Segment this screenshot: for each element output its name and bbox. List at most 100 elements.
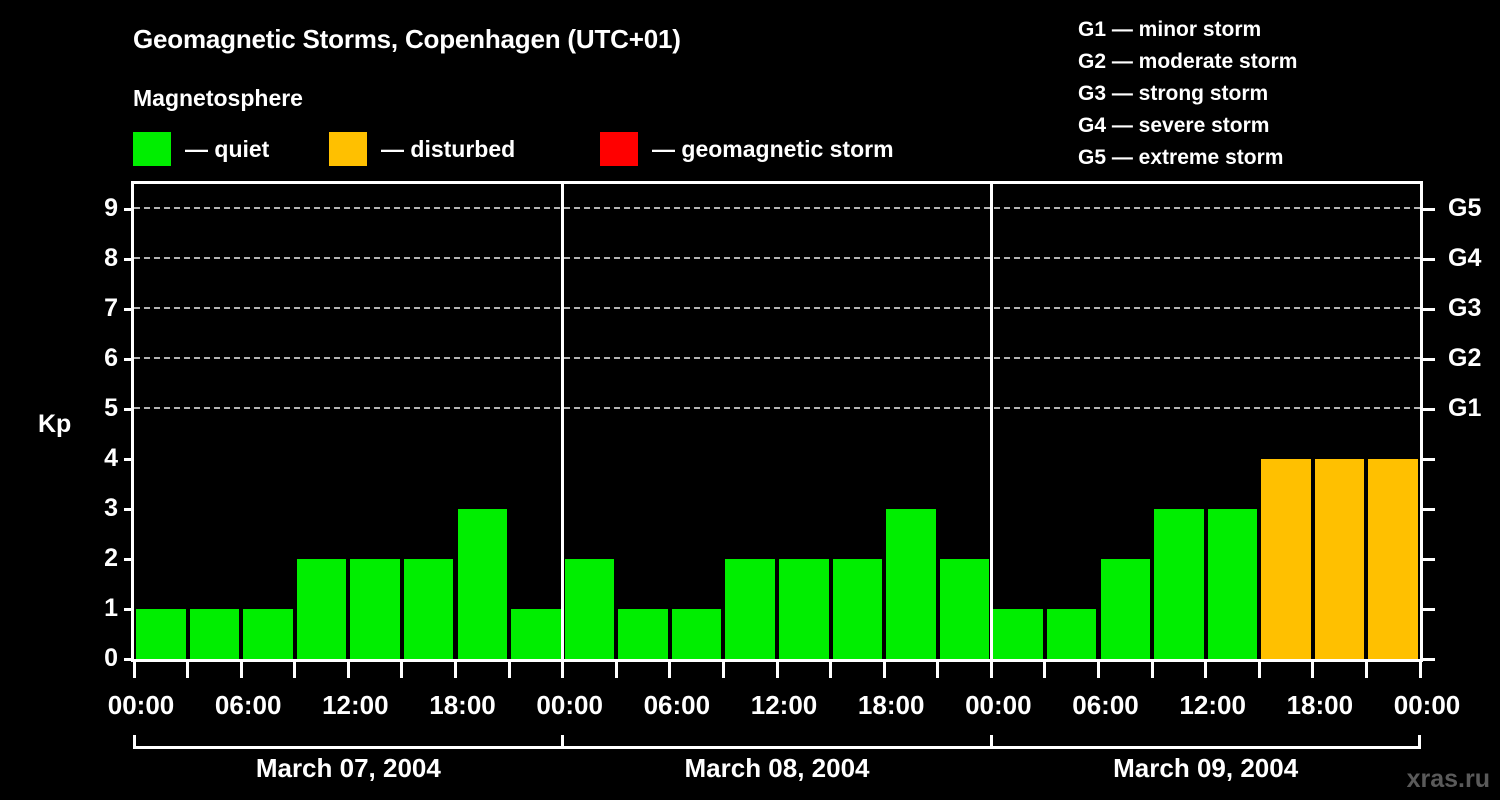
y-tick-mark — [124, 308, 134, 311]
x-tick-label: 00:00 — [107, 690, 175, 720]
gridline-kp-5 — [134, 407, 1420, 409]
x-tick-mark — [561, 662, 565, 678]
legend-label: — quiet — [185, 135, 270, 162]
x-tick-mark — [186, 662, 190, 678]
bar-kp[interactable] — [725, 559, 775, 659]
date-bracket — [132, 735, 565, 749]
x-tick-mark — [132, 662, 136, 678]
y-tick-mark — [124, 358, 134, 361]
y-tick-mark — [124, 208, 134, 211]
x-tick-label: 12:00 — [1179, 690, 1246, 720]
bar-kp[interactable] — [993, 609, 1043, 659]
bar-kp[interactable] — [1207, 509, 1258, 659]
x-tick-mark — [668, 662, 672, 678]
x-tick-label: 18:00 — [857, 690, 925, 720]
legend-entry[interactable]: — geomagnetic storm — [600, 132, 894, 166]
g-tick-mark — [1423, 308, 1435, 311]
bar-kp[interactable] — [832, 559, 883, 659]
x-tick-label: 06:00 — [214, 690, 282, 720]
bar-kp[interactable] — [779, 559, 829, 659]
y-tick-label: 5 — [104, 394, 118, 422]
bar-kp[interactable] — [1100, 559, 1151, 659]
chart-subtitle: Magnetosphere — [133, 85, 303, 111]
g-axis-label-g5: G5 — [1448, 194, 1482, 222]
x-tick-mark — [936, 662, 940, 678]
g-legend-line: G4 — severe storm — [1078, 114, 1270, 137]
x-tick-mark — [775, 662, 779, 678]
bar-kp[interactable] — [1154, 509, 1204, 659]
g-tick-mark — [1423, 358, 1435, 361]
x-tick-label: 18:00 — [1286, 690, 1354, 720]
plot-inner — [134, 184, 1420, 659]
y-tick-label: 1 — [104, 594, 118, 622]
bar-kp[interactable] — [296, 559, 347, 659]
bar-kp[interactable] — [1368, 459, 1418, 659]
bar-kp[interactable] — [939, 559, 990, 659]
y-tick-mark — [124, 458, 134, 461]
date-label: March 07, 2004 — [255, 753, 441, 783]
g-legend-line: G2 — moderate storm — [1078, 50, 1298, 73]
bar-kp[interactable] — [189, 609, 240, 659]
x-tick-mark — [1150, 662, 1154, 678]
x-tick-mark — [507, 662, 511, 678]
y-tick-label: 8 — [104, 244, 118, 272]
y-tick-mark — [124, 258, 134, 261]
plot-area — [131, 181, 1423, 662]
bar-kp[interactable] — [886, 509, 936, 659]
g-tick-mark — [1423, 258, 1435, 261]
bar-kp[interactable] — [564, 559, 615, 659]
y-tick-mark — [124, 558, 134, 561]
g-tick-mark — [1423, 408, 1435, 411]
x-tick-label: 00:00 — [965, 690, 1032, 720]
y-tick-label: 2 — [104, 544, 118, 572]
gridline-kp-9 — [134, 207, 1420, 209]
g-tick-mark — [1423, 658, 1435, 661]
y-tick-label: 4 — [104, 444, 118, 472]
g-legend-line: G3 — strong storm — [1078, 82, 1269, 105]
legend-entry[interactable]: — quiet — [133, 132, 269, 166]
date-bracket — [989, 735, 1422, 749]
gridline-kp-6 — [134, 357, 1420, 359]
x-tick-mark — [293, 662, 297, 678]
x-tick-mark — [614, 662, 618, 678]
x-tick-mark — [989, 662, 993, 678]
y-tick-label: 6 — [104, 344, 118, 372]
x-tick-mark — [882, 662, 886, 678]
bar-kp[interactable] — [350, 559, 400, 659]
g-tick-mark — [1423, 608, 1435, 611]
g-legend-line: G5 — extreme storm — [1078, 146, 1284, 169]
g-axis-label-g4: G4 — [1448, 244, 1482, 272]
legend-swatch-disturbed — [329, 132, 367, 166]
bar-kp[interactable] — [618, 609, 668, 659]
y-tick-mark — [124, 508, 134, 511]
x-tick-mark — [1418, 662, 1422, 678]
g-tick-mark — [1423, 558, 1435, 561]
legend-label: — disturbed — [381, 135, 516, 162]
x-tick-label: 06:00 — [643, 690, 711, 720]
bar-kp[interactable] — [1314, 459, 1365, 659]
legend-label: — geomagnetic storm — [652, 135, 894, 162]
y-tick-label: 0 — [104, 644, 118, 672]
gridline-kp-7 — [134, 307, 1420, 309]
date-label: March 09, 2004 — [1113, 753, 1299, 783]
bar-kp[interactable] — [511, 609, 561, 659]
bar-kp[interactable] — [136, 609, 186, 659]
bar-kp[interactable] — [243, 609, 293, 659]
y-tick-mark — [124, 658, 134, 661]
bar-kp[interactable] — [457, 509, 508, 659]
gridline-kp-8 — [134, 257, 1420, 259]
g-tick-mark — [1423, 458, 1435, 461]
legend-entry[interactable]: — disturbed — [329, 132, 515, 166]
legend-swatch-quiet — [133, 132, 171, 166]
x-tick-label: 12:00 — [322, 690, 389, 720]
bar-kp[interactable] — [1261, 459, 1311, 659]
x-tick-label: 00:00 — [536, 690, 603, 720]
y-tick-label: 9 — [104, 194, 118, 222]
page-title: Geomagnetic Storms, Copenhagen (UTC+01) — [133, 24, 681, 54]
bar-kp[interactable] — [671, 609, 722, 659]
y-axis-title: Kp — [38, 410, 72, 438]
bar-kp[interactable] — [403, 559, 454, 659]
x-tick-label: 12:00 — [750, 690, 818, 720]
bar-kp[interactable] — [1046, 609, 1097, 659]
day-separator — [989, 184, 993, 659]
